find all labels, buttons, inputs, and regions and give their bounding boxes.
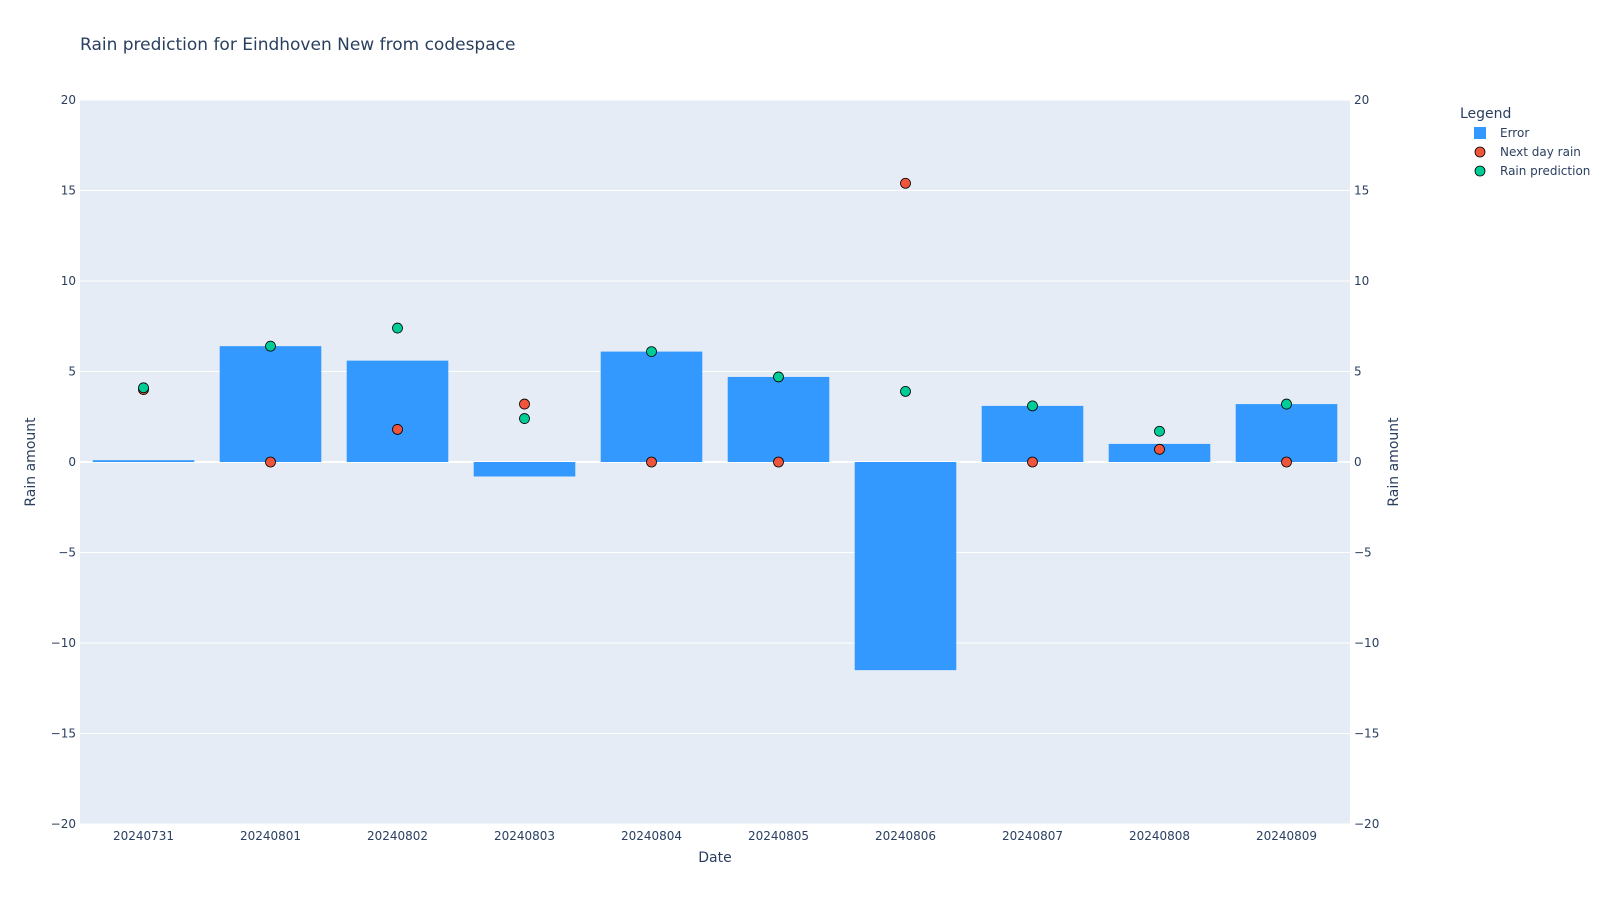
y-tick-label-right: 0 <box>1354 455 1362 469</box>
y-tick-label-right: −5 <box>1354 546 1372 560</box>
y-tick-label-left: 20 <box>61 93 76 107</box>
rain-prediction-marker <box>138 382 149 394</box>
y-tick-label-right: 20 <box>1354 93 1369 107</box>
error-bar <box>473 462 576 477</box>
legend-title: Legend <box>1460 106 1511 122</box>
rain-prediction-marker <box>1281 398 1292 410</box>
x-tick-label: 20240731 <box>113 829 174 843</box>
rain-prediction-marker <box>773 371 784 383</box>
next-day-rain-marker <box>1154 443 1165 455</box>
legend-label-next-day-rain[interactable]: Next day rain <box>1500 145 1581 159</box>
legend: Legend Error Next day rain Rain prediction <box>1460 106 1590 178</box>
y-tick-label-left: 0 <box>68 455 76 469</box>
chart-title: Rain prediction for Eindhoven New from c… <box>80 35 515 55</box>
rain-prediction-marker <box>392 322 403 334</box>
legend-label-error[interactable]: Error <box>1500 126 1529 140</box>
y-tick-label-right: 15 <box>1354 184 1369 198</box>
next-day-rain-marker <box>1281 456 1292 468</box>
error-bar <box>219 346 322 462</box>
rain-prediction-marker <box>646 346 657 357</box>
legend-swatch-next-day-rain <box>1474 146 1486 158</box>
y-tick-label-left: 5 <box>68 365 76 379</box>
rain-prediction-marker <box>900 386 911 397</box>
x-tick-label: 20240807 <box>1002 829 1063 843</box>
rain-prediction-marker <box>1027 400 1038 412</box>
next-day-rain-marker <box>773 456 784 468</box>
y-tick-label-right: 5 <box>1354 365 1362 379</box>
next-day-rain-marker <box>646 456 657 468</box>
x-tick-label: 20240809 <box>1256 829 1317 843</box>
error-bar <box>854 462 957 671</box>
legend-swatch-rain-prediction <box>1474 165 1486 177</box>
x-tick-label: 20240805 <box>748 829 809 843</box>
x-tick-label: 20240802 <box>367 829 428 843</box>
error-bar <box>346 360 449 462</box>
error-bar <box>1235 404 1338 462</box>
y-tick-label-left: −10 <box>51 636 76 650</box>
next-day-rain-marker <box>1027 456 1038 468</box>
next-day-rain-marker <box>265 456 276 468</box>
y-tick-label-left: 10 <box>61 274 76 288</box>
next-day-rain-marker <box>900 177 911 189</box>
y-tick-label-right: 10 <box>1354 274 1369 288</box>
next-day-rain-marker <box>519 398 530 410</box>
y-tick-label-left: −20 <box>51 817 76 831</box>
x-axis-title: Date <box>698 850 731 866</box>
rain-prediction-marker <box>519 413 530 424</box>
rain-prediction-marker <box>265 340 276 352</box>
x-tick-label: 20240804 <box>621 829 682 843</box>
y-axis-title-left: Rain amount <box>23 417 39 507</box>
error-bar <box>981 405 1084 462</box>
y-tick-label-left: −5 <box>58 546 76 560</box>
x-tick-label: 20240801 <box>240 829 301 843</box>
error-bar <box>727 376 830 462</box>
y-tick-label-right: −15 <box>1354 727 1379 741</box>
y-tick-label-left: 15 <box>61 184 76 198</box>
y-tick-label-right: −20 <box>1354 817 1379 831</box>
x-tick-label: 20240806 <box>875 829 936 843</box>
legend-label-rain-prediction[interactable]: Rain prediction <box>1500 164 1590 178</box>
next-day-rain-marker <box>392 424 403 435</box>
error-bar <box>600 351 703 462</box>
y-axis-title-right: Rain amount <box>1386 417 1402 507</box>
x-tick-label: 20240803 <box>494 829 555 843</box>
error-bar <box>92 460 195 462</box>
y-tick-label-left: −15 <box>51 727 76 741</box>
rain-prediction-marker <box>1154 425 1165 437</box>
legend-swatch-error <box>1474 127 1486 139</box>
y-tick-label-right: −10 <box>1354 636 1379 650</box>
x-tick-label: 20240808 <box>1129 829 1190 843</box>
